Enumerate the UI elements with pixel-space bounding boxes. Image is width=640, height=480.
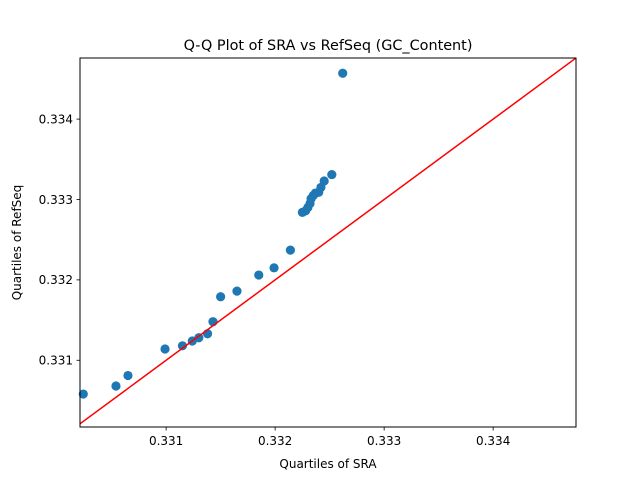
x-tick-label: 0.332	[258, 434, 292, 448]
data-point	[123, 370, 133, 381]
data-point	[319, 176, 329, 186]
plot-layer	[78, 58, 576, 425]
y-tick-label: 0.333	[39, 193, 73, 207]
data-point	[254, 270, 264, 280]
data-point	[285, 245, 295, 255]
x-tick-label: 0.333	[367, 434, 401, 448]
x-tick-label: 0.334	[476, 434, 510, 448]
reference-line	[80, 58, 576, 425]
x-axis-label: Quartiles of SRA	[279, 457, 377, 471]
data-point	[194, 333, 204, 343]
data-point	[338, 68, 348, 78]
ticks-layer: 0.331 0.332 0.333 0.334 0.331 0.332 0.333 0.334	[39, 112, 511, 448]
axes-frame	[79, 57, 577, 428]
y-tick-label: 0.334	[39, 112, 73, 126]
y-tick-label: 0.331	[39, 354, 73, 368]
x-tick-label: 0.331	[149, 434, 183, 448]
data-point	[232, 286, 242, 296]
data-point	[78, 389, 88, 399]
data-point	[327, 169, 337, 180]
chart-title: Q-Q Plot of SRA vs RefSeq (GC_Content)	[184, 38, 473, 54]
data-point	[177, 341, 188, 351]
y-tick-label: 0.332	[39, 273, 73, 287]
y-axis-label: Quartiles of RefSeq	[10, 185, 24, 301]
data-point	[160, 344, 170, 354]
data-point	[111, 381, 121, 391]
data-point	[216, 292, 226, 302]
data-point	[269, 263, 279, 273]
